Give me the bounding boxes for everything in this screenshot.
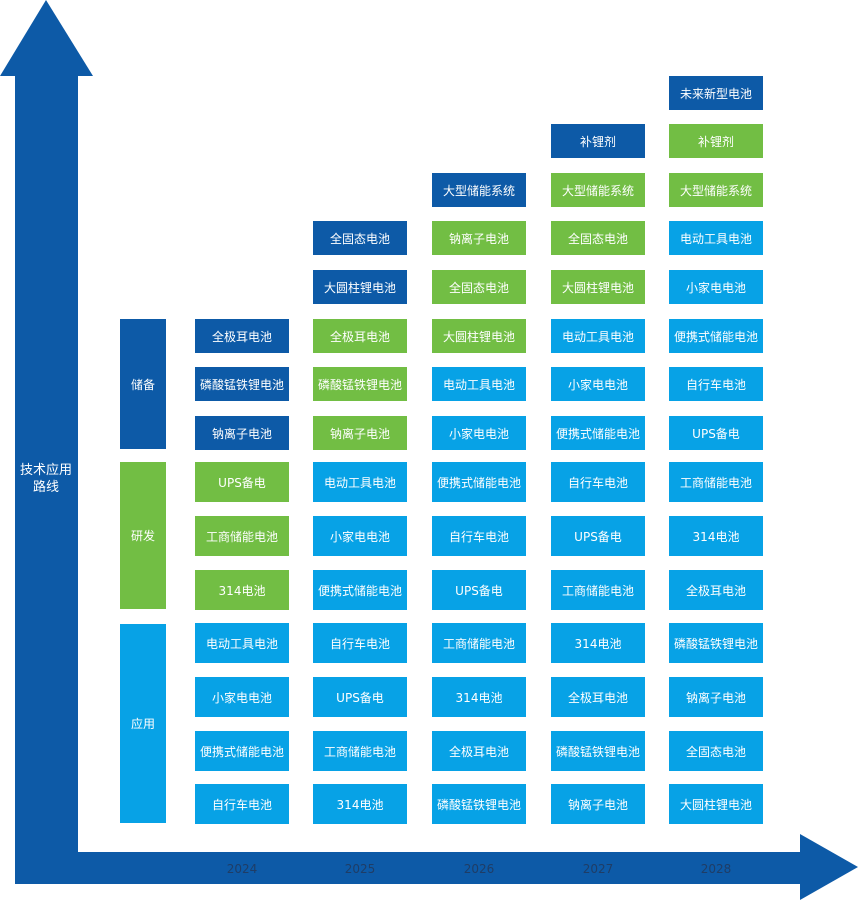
category-label: 研发 bbox=[130, 529, 155, 543]
roadmap-item: 磷酸锰铁锂电池 bbox=[195, 367, 289, 401]
roadmap-item: 314电池 bbox=[551, 623, 645, 663]
roadmap-item: 大圆柱锂电池 bbox=[551, 270, 645, 304]
roadmap-item: 小家电电池 bbox=[432, 416, 526, 450]
roadmap-item: 工商储能电池 bbox=[195, 516, 289, 556]
roadmap-item: 电动工具电池 bbox=[313, 462, 407, 502]
roadmap-item: 全极耳电池 bbox=[195, 319, 289, 353]
roadmap-item: 全极耳电池 bbox=[669, 570, 763, 610]
category-reserve: 储备 bbox=[120, 319, 166, 449]
roadmap-item: 便携式储能电池 bbox=[669, 319, 763, 353]
roadmap-item: 磷酸锰铁锂电池 bbox=[432, 784, 526, 824]
roadmap-item: 便携式储能电池 bbox=[551, 416, 645, 450]
roadmap-item: 314电池 bbox=[313, 784, 407, 824]
roadmap-item: 自行车电池 bbox=[669, 367, 763, 401]
x-axis-arrowhead bbox=[800, 834, 858, 900]
roadmap-item: 自行车电池 bbox=[313, 623, 407, 663]
x-axis-year-label: 2026 bbox=[463, 862, 495, 876]
y-axis-arrowhead bbox=[0, 0, 93, 76]
x-axis-year-label: 2025 bbox=[344, 862, 376, 876]
roadmap-item: 钠离子电池 bbox=[551, 784, 645, 824]
roadmap-item: 工商储能电池 bbox=[551, 570, 645, 610]
x-axis-shaft bbox=[15, 852, 805, 884]
roadmap-item: 补锂剂 bbox=[551, 124, 645, 158]
roadmap-item: 小家电电池 bbox=[551, 367, 645, 401]
roadmap-item: 314电池 bbox=[195, 570, 289, 610]
roadmap-item: 补锂剂 bbox=[669, 124, 763, 158]
roadmap-item: 磷酸锰铁锂电池 bbox=[551, 731, 645, 771]
roadmap-item: 工商储能电池 bbox=[669, 462, 763, 502]
roadmap-item: 大型储能系统 bbox=[432, 173, 526, 207]
roadmap-item: 大圆柱锂电池 bbox=[313, 270, 407, 304]
roadmap-item: 大型储能系统 bbox=[669, 173, 763, 207]
roadmap-item: 自行车电池 bbox=[551, 462, 645, 502]
category-label: 应用 bbox=[130, 717, 155, 731]
category-rnd: 研发 bbox=[120, 462, 166, 609]
roadmap-item: 全极耳电池 bbox=[313, 319, 407, 353]
roadmap-item: 电动工具电池 bbox=[669, 221, 763, 255]
roadmap-item: 全固态电池 bbox=[313, 221, 407, 255]
roadmap-item: 大型储能系统 bbox=[551, 173, 645, 207]
roadmap-item: 电动工具电池 bbox=[551, 319, 645, 353]
x-axis-year-label: 2024 bbox=[226, 862, 258, 876]
roadmap-item: 便携式储能电池 bbox=[195, 731, 289, 771]
y-axis-shaft bbox=[15, 72, 78, 884]
x-axis-year-label: 2028 bbox=[700, 862, 732, 876]
roadmap-item: 小家电电池 bbox=[313, 516, 407, 556]
roadmap-item: 大圆柱锂电池 bbox=[432, 319, 526, 353]
roadmap-item: UPS备电 bbox=[551, 516, 645, 556]
roadmap-item: UPS备电 bbox=[313, 677, 407, 717]
roadmap-item: UPS备电 bbox=[669, 416, 763, 450]
roadmap-item: 314电池 bbox=[669, 516, 763, 556]
roadmap-item: 钠离子电池 bbox=[669, 677, 763, 717]
roadmap-item: UPS备电 bbox=[432, 570, 526, 610]
roadmap-item: 全固态电池 bbox=[432, 270, 526, 304]
roadmap-item: 314电池 bbox=[432, 677, 526, 717]
roadmap-item: UPS备电 bbox=[195, 462, 289, 502]
roadmap-item: 钠离子电池 bbox=[195, 416, 289, 450]
roadmap-item: 全极耳电池 bbox=[551, 677, 645, 717]
category-label: 储备 bbox=[130, 377, 155, 392]
roadmap-item: 磷酸锰铁锂电池 bbox=[313, 367, 407, 401]
roadmap-item: 钠离子电池 bbox=[313, 416, 407, 450]
roadmap-item: 全固态电池 bbox=[551, 221, 645, 255]
roadmap-item: 工商储能电池 bbox=[313, 731, 407, 771]
roadmap-item: 小家电电池 bbox=[669, 270, 763, 304]
roadmap-item: 电动工具电池 bbox=[195, 623, 289, 663]
roadmap-item: 磷酸锰铁锂电池 bbox=[669, 623, 763, 663]
roadmap-item: 自行车电池 bbox=[195, 784, 289, 824]
roadmap-item: 全极耳电池 bbox=[432, 731, 526, 771]
roadmap-item: 钠离子电池 bbox=[432, 221, 526, 255]
roadmap-item: 便携式储能电池 bbox=[432, 462, 526, 502]
roadmap-item: 工商储能电池 bbox=[432, 623, 526, 663]
roadmap-item: 自行车电池 bbox=[432, 516, 526, 556]
roadmap-item: 全固态电池 bbox=[669, 731, 763, 771]
roadmap-item: 小家电电池 bbox=[195, 677, 289, 717]
roadmap-item: 便携式储能电池 bbox=[313, 570, 407, 610]
category-applied: 应用 bbox=[120, 624, 166, 823]
roadmap-item: 未来新型电池 bbox=[669, 76, 763, 110]
y-axis-label: 技术应用 路线 bbox=[19, 463, 72, 495]
x-axis-year-label: 2027 bbox=[582, 862, 614, 876]
roadmap-item: 电动工具电池 bbox=[432, 367, 526, 401]
roadmap-item: 大圆柱锂电池 bbox=[669, 784, 763, 824]
